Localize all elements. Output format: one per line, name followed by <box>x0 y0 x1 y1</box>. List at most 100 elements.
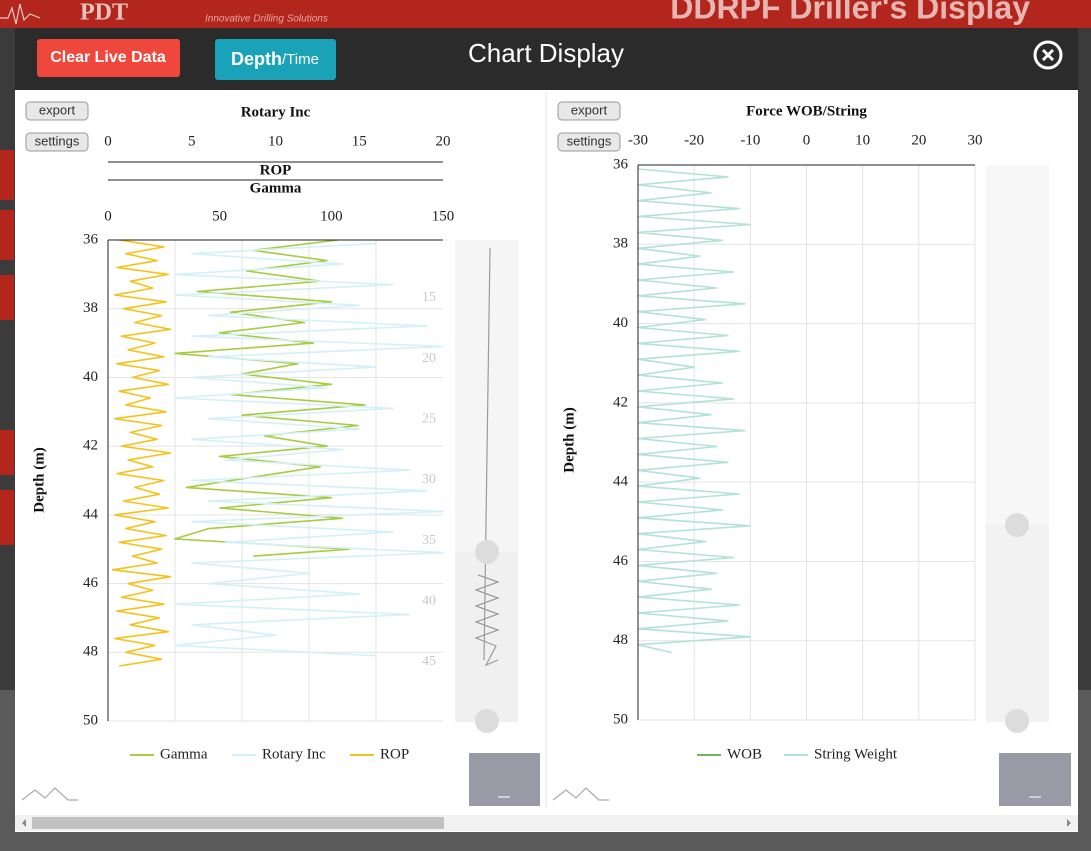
app-logo: PDT <box>80 0 128 26</box>
series-line <box>174 242 444 657</box>
scrollbar-thumb[interactable] <box>32 817 444 829</box>
x-tick-label: 0 <box>104 133 112 149</box>
legend-label: Gamma <box>160 746 208 762</box>
export-button[interactable]: export <box>557 101 621 121</box>
navigator-thumb[interactable] <box>469 753 540 806</box>
x-tick-label: 20 <box>911 132 926 148</box>
button-bg <box>25 132 89 152</box>
legend-label: WOB <box>727 746 762 762</box>
x-tick-label: 0 <box>803 132 811 148</box>
scroll-left[interactable] <box>22 819 26 827</box>
chart-icon <box>21 787 78 801</box>
legend-label: Rotary Inc <box>262 746 326 762</box>
y-tick-label: 38 <box>613 236 628 252</box>
axis-title: Gamma <box>250 180 302 196</box>
y-tick-label: 42 <box>613 394 628 410</box>
navigator-tick-label: 20 <box>422 351 436 366</box>
app-side-item <box>0 150 14 200</box>
navigator-tick-label: 35 <box>422 533 436 548</box>
y-tick-label: 36 <box>613 156 629 172</box>
depth-time-button[interactable]: Depth/Time <box>215 39 336 80</box>
modal-header <box>15 28 1078 90</box>
x-tick-label: -20 <box>684 132 704 148</box>
navigator-window[interactable] <box>455 552 518 722</box>
export-button[interactable]: export <box>25 101 89 121</box>
y-tick-label: 46 <box>83 575 99 591</box>
app-side-item <box>0 210 14 260</box>
app-header <box>0 0 1091 28</box>
chart-icon <box>552 787 609 801</box>
x-tick-label: 10 <box>855 132 870 148</box>
x-tick-label: 100 <box>320 208 343 224</box>
button-bg <box>557 132 621 152</box>
settings-button[interactable]: settings <box>25 132 89 152</box>
button-bg <box>557 101 621 121</box>
navigator-track <box>986 165 1049 525</box>
navigator-thumb[interactable] <box>999 753 1071 806</box>
y-tick-label: 46 <box>613 553 629 569</box>
app-logo-wave <box>0 3 41 25</box>
close-x <box>1041 48 1055 62</box>
app-tagline: Innovative Drilling Solutions <box>205 14 328 25</box>
x-tick-label: 10 <box>268 133 283 149</box>
mode-main: Depth <box>231 49 282 69</box>
x-tick-label: -10 <box>740 132 760 148</box>
y-axis-label: Depth (m) <box>31 447 47 512</box>
close-ring <box>1033 40 1063 70</box>
x-tick-label: 5 <box>188 133 196 149</box>
navigator-tick-label: 40 <box>422 594 436 609</box>
mode-alt: /Time <box>282 51 319 68</box>
settings-button[interactable]: settings <box>557 132 621 152</box>
x-tick-label: 50 <box>212 208 227 224</box>
button-label: Clear Live Data <box>50 49 166 66</box>
close-button[interactable] <box>1033 40 1063 70</box>
y-tick-label: 40 <box>613 315 628 331</box>
y-tick-label: 40 <box>83 369 98 385</box>
button-label: settings <box>35 133 80 148</box>
scroll-right[interactable] <box>1067 819 1071 827</box>
navigator-preview <box>474 247 500 667</box>
y-axis-label: Depth (m) <box>561 407 577 472</box>
navigator-tick-label: 25 <box>422 412 436 427</box>
app-side-item <box>0 275 14 320</box>
y-tick-label: 44 <box>613 474 629 490</box>
app-side-item <box>0 430 14 475</box>
y-tick-label: 44 <box>83 506 99 522</box>
navigator-tick-label: 15 <box>422 290 436 305</box>
clear-live-data-button[interactable]: Clear Live Data <box>37 39 180 77</box>
y-tick-label: 48 <box>83 644 98 660</box>
legend-label: ROP <box>380 746 409 762</box>
x-tick-label: 30 <box>968 132 983 148</box>
legend-label: String Weight <box>814 746 898 762</box>
navigator-tick-label: 45 <box>422 654 436 669</box>
navigator-window[interactable] <box>986 525 1049 722</box>
app-side-item <box>0 490 14 545</box>
button-label: export <box>571 102 608 117</box>
y-tick-label: 48 <box>613 632 628 648</box>
y-tick-label: 50 <box>613 711 628 727</box>
navigator-handle[interactable] <box>475 540 499 564</box>
series-line <box>637 168 752 654</box>
x-tick-label: 20 <box>436 133 451 149</box>
y-tick-label: 50 <box>83 712 98 728</box>
navigator-tick-label: 30 <box>422 472 436 487</box>
y-tick-label: 42 <box>83 438 98 454</box>
x-tick-label: -30 <box>628 132 648 148</box>
x-tick-label: 15 <box>352 133 367 149</box>
button-label: Depth/Time <box>231 49 319 69</box>
navigator-handle[interactable] <box>1005 513 1029 537</box>
axis-title: ROP <box>260 162 292 178</box>
axis-title: Force WOB/String <box>746 103 867 119</box>
axis-title: Rotary Inc <box>241 104 311 120</box>
navigator-handle[interactable] <box>1005 709 1029 733</box>
modal-title: Chart Display <box>468 38 624 68</box>
series-line <box>111 239 172 667</box>
button-label: export <box>39 102 76 117</box>
button-bg <box>215 39 336 80</box>
navigator-handle[interactable] <box>475 709 499 733</box>
app-title: DDRPF Driller's Display <box>670 0 1030 25</box>
button-label: settings <box>567 133 612 148</box>
y-tick-label: 38 <box>83 300 98 316</box>
